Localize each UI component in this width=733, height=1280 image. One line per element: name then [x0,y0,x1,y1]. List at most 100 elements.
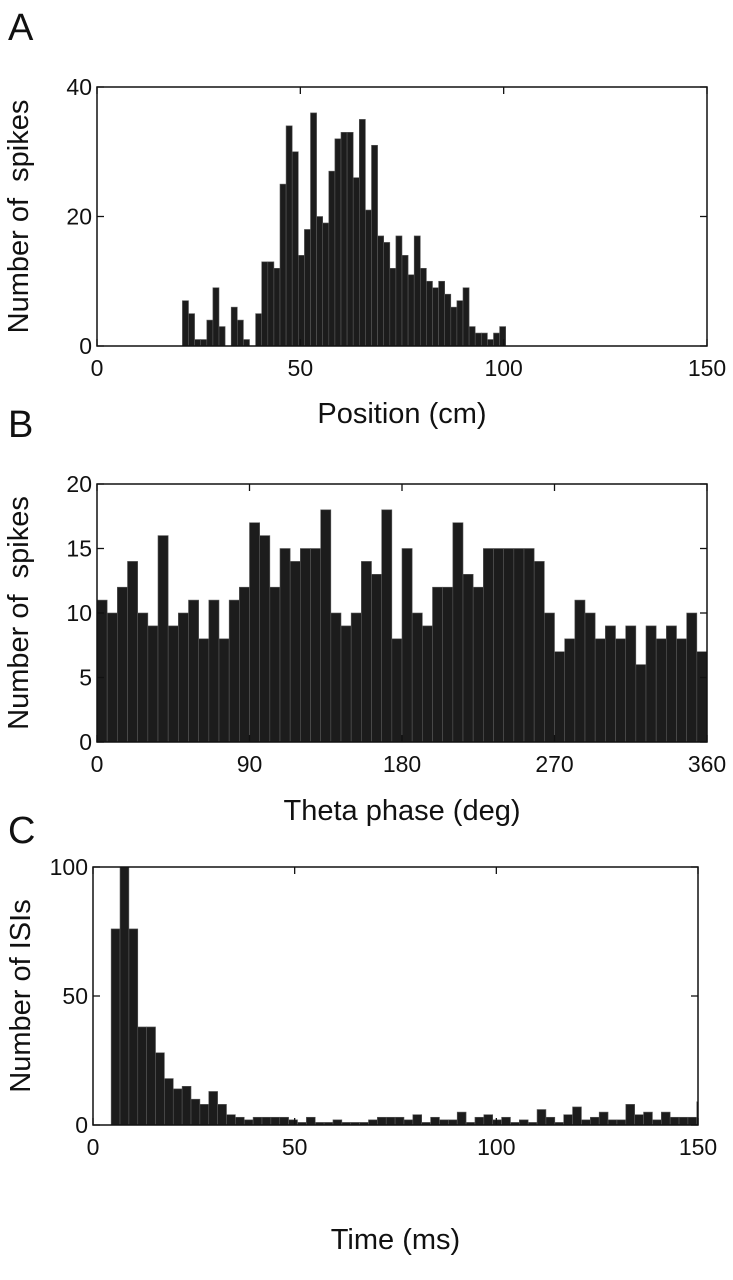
x-tick-label-phase-4: 360 [688,751,726,777]
x-tick-label-isi-1: 50 [282,1134,308,1160]
bar-phase-28 [381,509,393,743]
bar-position-4 [206,319,214,347]
bar-isi-7 [172,1088,183,1126]
x-tick-label-phase-0: 0 [91,751,104,777]
bar-phase-25 [350,612,362,743]
bar-phase-13 [228,599,240,743]
bar-phase-21 [310,548,321,743]
bar-phase-32 [422,625,433,743]
bar-isi-17 [261,1116,272,1126]
bar-isi-31 [385,1116,396,1126]
x-tick-label-position-0: 0 [91,355,104,381]
x-tick-label-position-1: 50 [288,355,314,381]
bar-phase-8 [178,612,189,743]
bar-position-48 [474,332,482,347]
bar-isi-14 [235,1116,245,1126]
bar-phase-3 [127,561,138,743]
bar-isi-55 [598,1111,609,1126]
bar-position-35 [395,235,403,347]
bar-phase-41 [513,548,525,743]
bar-phase-46 [564,638,576,743]
bar-phase-30 [401,548,413,743]
bar-position-43 [444,293,452,347]
bar-position-3 [200,339,208,347]
bar-phase-44 [544,612,555,743]
bar-phase-23 [330,612,342,743]
bar-isi-48 [536,1109,547,1126]
bar-isi-37 [439,1119,449,1126]
bar-position-0 [182,300,189,347]
bar-isi-62 [660,1111,671,1126]
bar-phase-58 [686,612,698,743]
bar-isi-13 [226,1114,236,1126]
bar-position-25 [334,138,342,347]
x-tick-label-phase-3: 270 [535,751,573,777]
bar-position-37 [407,274,415,347]
bar-position-36 [401,255,409,347]
y-axis-label-isi: Number of ISIs [5,899,37,1092]
bar-phase-38 [483,548,494,743]
bar-phase-14 [239,586,250,743]
bar-phase-22 [320,509,332,743]
bar-isi-25 [332,1119,343,1126]
bar-isi-42 [483,1114,493,1126]
x-tick-label-isi-2: 100 [477,1134,515,1160]
bar-position-17 [285,125,293,347]
bar-phase-18 [279,548,291,743]
bar-phase-33 [432,586,443,743]
bar-position-10 [243,339,250,347]
bar-phase-11 [208,599,220,743]
bar-phase-29 [391,638,403,743]
bar-isi-60 [643,1111,653,1126]
bar-phase-34 [442,586,454,743]
bar-phase-51 [615,638,626,743]
bar-position-28 [352,177,360,347]
bar-phase-53 [635,664,647,743]
bar-isi-10 [199,1104,210,1126]
bar-phase-9 [188,599,199,743]
bar-position-40 [426,280,433,347]
bar-isi-58 [625,1104,635,1126]
bar-phase-45 [554,651,565,743]
bar-position-34 [389,267,397,347]
bar-phase-24 [340,625,352,743]
bar-phase-15 [249,522,260,743]
bar-isi-53 [581,1119,591,1126]
x-tick-label-position-2: 100 [484,355,522,381]
bar-position-5 [212,287,220,347]
bar-phase-20 [300,548,311,743]
panel-letter-b: B [8,404,33,446]
bar-phase-40 [503,548,515,743]
y-tick-label-isi-2: 100 [50,854,88,880]
bar-isi-43 [492,1119,502,1126]
bar-isi-65 [687,1116,698,1126]
bar-position-16 [279,183,287,347]
y-tick-label-position-2: 40 [66,74,92,100]
bar-isi-18 [270,1116,281,1126]
bar-isi-8 [181,1086,192,1126]
bar-isi-22 [306,1116,316,1126]
bar-position-13 [261,261,269,347]
bar-phase-10 [198,638,210,743]
bar-position-8 [230,306,238,347]
bar-isi-6 [164,1078,174,1126]
bar-isi-63 [669,1116,680,1126]
bar-phase-19 [289,561,301,743]
x-axis-label-phase: Theta phase (deg) [284,795,521,827]
bar-position-32 [377,235,385,347]
bar-isi-2 [128,928,139,1126]
y-tick-label-phase-1: 5 [79,665,92,691]
bar-phase-17 [269,586,281,743]
bar-isi-19 [279,1116,289,1126]
bar-isi-38 [448,1119,458,1126]
bar-phase-43 [533,561,545,743]
x-axis-label-position: Position (cm) [317,398,486,430]
bar-isi-52 [572,1106,582,1126]
panel-letter-a: A [8,7,34,49]
bar-isi-46 [519,1119,529,1126]
bar-position-51 [493,332,500,347]
bar-isi-56 [607,1119,618,1126]
bar-position-15 [273,267,281,347]
bar-isi-57 [616,1119,627,1126]
bar-position-12 [255,313,263,347]
